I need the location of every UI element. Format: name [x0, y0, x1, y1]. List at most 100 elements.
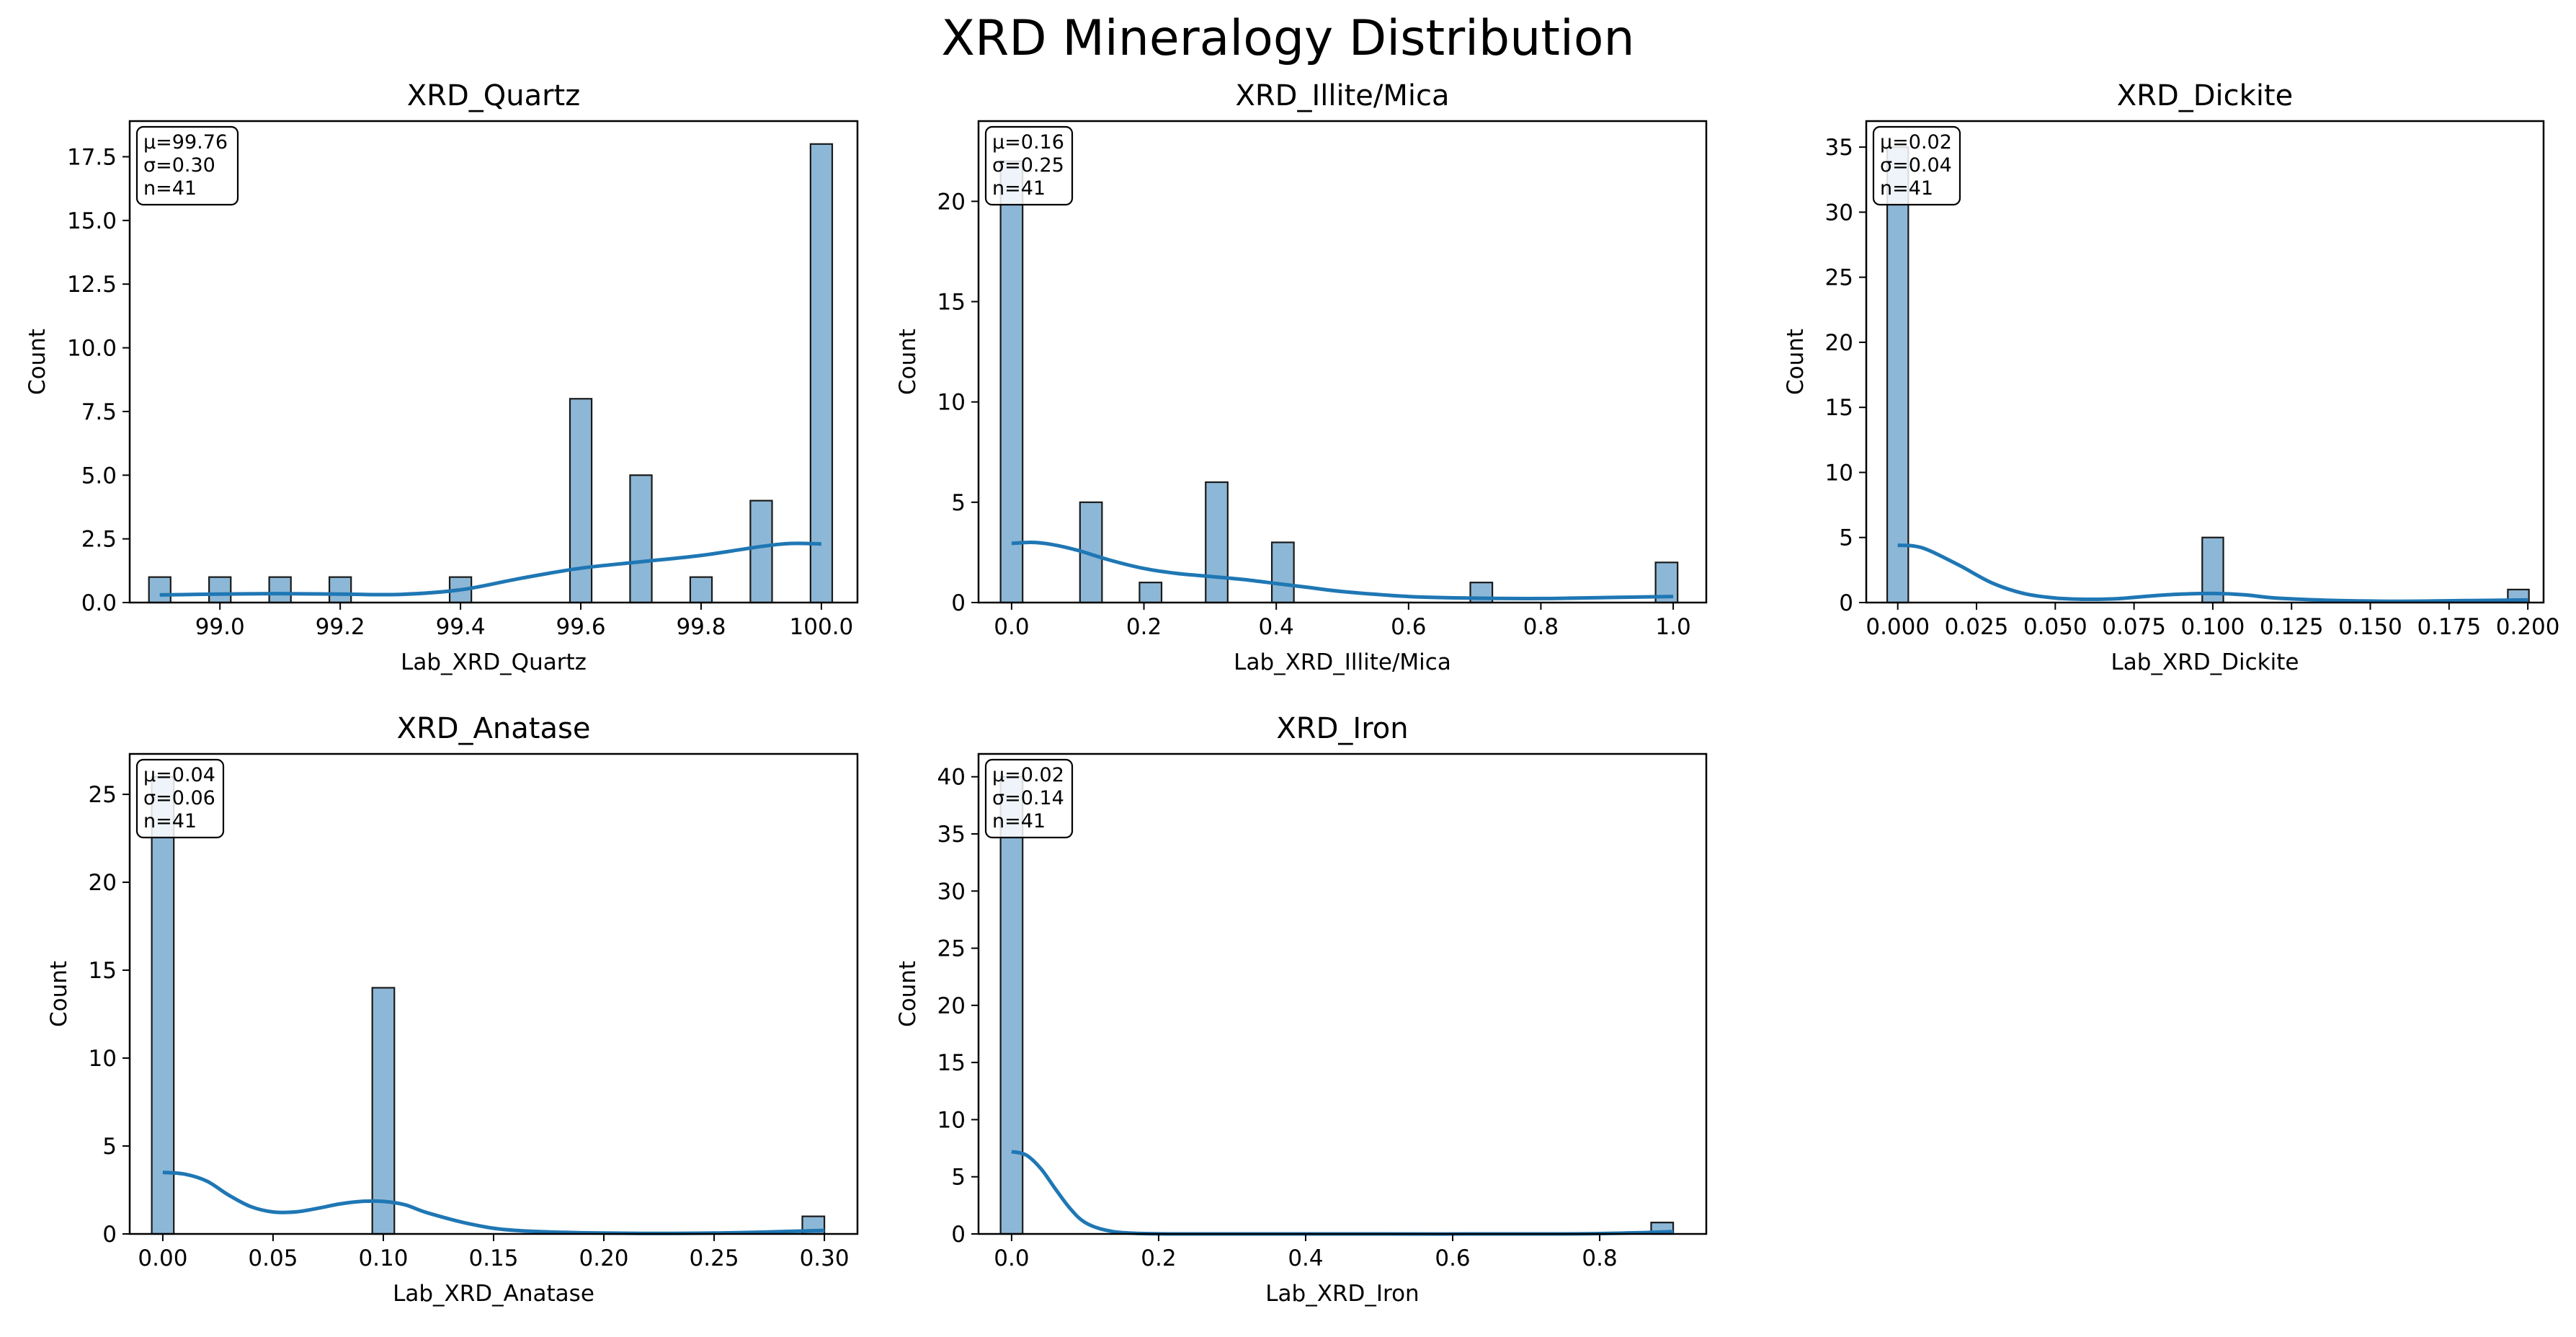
- y-tick-label: 30: [1825, 200, 1853, 226]
- y-tick-label: 10: [89, 1046, 117, 1072]
- x-tick-label: 0.8: [1582, 1245, 1617, 1271]
- x-tick-label: 99.2: [316, 614, 365, 640]
- subplot-title: XRD_Dickite: [2117, 79, 2293, 112]
- histogram-bar: [148, 576, 171, 604]
- y-tick-label: 35: [1825, 135, 1853, 161]
- stats-box: [1872, 125, 1961, 206]
- kde-curve: [162, 1171, 825, 1235]
- x-tick-label: 0.0: [994, 1245, 1029, 1271]
- axes-frame: [977, 752, 1708, 1235]
- y-tick-label: 5: [951, 490, 966, 516]
- histogram-bar: [999, 776, 1024, 1235]
- y-axis-label: Count: [46, 961, 72, 1027]
- subplot-4: 0.00 0.05 0.10 0.15 0.20 0.25 0.30 0 5 10 15 20 25 XR…: [46, 712, 859, 1307]
- y-tick-label: 15: [1825, 395, 1853, 421]
- y-tick-label: 17.5: [67, 144, 117, 170]
- histogram-bar: [1138, 582, 1163, 604]
- axes-frame: [128, 120, 859, 604]
- y-tick-label: 12.5: [67, 272, 117, 298]
- y-tick-label: 5: [1839, 525, 1853, 551]
- y-axis-label: Count: [895, 961, 921, 1027]
- x-tick-label: 0.05: [248, 1245, 298, 1271]
- stats-line: μ=0.16: [992, 131, 1064, 154]
- x-tick-label: 0.10: [358, 1245, 408, 1271]
- x-axis-label: Lab_XRD_Quartz: [401, 649, 587, 675]
- histogram-bar: [1886, 146, 1909, 604]
- axes-frame: [977, 120, 1708, 604]
- histogram-bar: [1270, 541, 1295, 604]
- x-axis-label: Lab_XRD_Iron: [1265, 1281, 1419, 1307]
- stats-line: σ=0.25: [992, 154, 1064, 177]
- stats-box: [984, 758, 1074, 839]
- stats-box: [135, 125, 239, 206]
- x-tick-label: 0.8: [1523, 614, 1559, 640]
- kde-curve: [1897, 543, 2528, 603]
- y-tick-label: 5.0: [81, 463, 117, 489]
- y-tick-label: 0: [102, 1222, 117, 1248]
- y-tick-label: 15.0: [67, 208, 117, 234]
- histogram-bar: [809, 143, 834, 604]
- x-tick-label: 0.050: [2023, 614, 2087, 640]
- kde-curve: [1011, 1150, 1674, 1236]
- histogram-bar: [749, 499, 773, 604]
- y-tick-label: 30: [937, 879, 966, 905]
- x-tick-label: 0.125: [2260, 614, 2324, 640]
- stats-line: σ=0.04: [1880, 154, 1952, 177]
- y-tick-label: 2.5: [81, 527, 117, 553]
- y-tick-label: 15: [89, 958, 117, 984]
- y-tick-label: 10: [937, 390, 966, 416]
- axes-frame: [128, 752, 859, 1235]
- x-tick-label: 0.075: [2102, 614, 2166, 640]
- subplot-3: 0.000 0.025 0.050 0.075 0.100 0.125 0.150 0.175…: [1783, 79, 2560, 675]
- stats-line: σ=0.30: [143, 154, 215, 177]
- stats-line: n=41: [143, 810, 197, 832]
- y-tick-label: 20: [1825, 330, 1853, 356]
- histogram-bar: [268, 576, 292, 604]
- y-axis-label: Count: [24, 329, 50, 395]
- stats-line: n=41: [992, 177, 1046, 200]
- y-tick-label: 15: [937, 290, 966, 316]
- kde-curve: [159, 541, 821, 597]
- y-tick-label: 35: [937, 822, 966, 848]
- stats-line: σ=0.06: [143, 787, 215, 809]
- x-tick-label: 0.200: [2496, 614, 2560, 640]
- y-axis-label: Count: [895, 329, 921, 395]
- y-tick-label: 25: [89, 782, 117, 808]
- x-tick-label: 0.025: [1945, 614, 2009, 640]
- y-tick-label: 20: [937, 993, 966, 1019]
- subplot-1: 99.0 99.2 99.4 99.6 99.8 100.0 0.0 2.5 5.0 7.5 10.…: [24, 79, 859, 675]
- histogram-bar: [569, 398, 593, 604]
- y-tick-label: 7.5: [81, 399, 117, 425]
- stats-line: n=41: [143, 177, 197, 200]
- subplot-title: XRD_Illite/Mica: [1235, 79, 1449, 112]
- subplot-title: XRD_Quartz: [407, 79, 580, 112]
- y-tick-label: 10: [1825, 460, 1853, 486]
- stats-line: μ=99.76: [143, 131, 228, 154]
- x-tick-label: 0.4: [1288, 1245, 1323, 1271]
- x-tick-label: 0.6: [1391, 614, 1426, 640]
- histogram-bar: [629, 474, 653, 604]
- x-tick-label: 0.2: [1141, 1245, 1176, 1271]
- x-tick-label: 0.15: [468, 1245, 518, 1271]
- subplot-title: XRD_Anatase: [397, 712, 591, 745]
- stats-line: σ=0.14: [992, 787, 1064, 809]
- histogram-bar: [999, 160, 1024, 604]
- x-tick-label: 99.0: [195, 614, 245, 640]
- x-tick-label: 99.6: [556, 614, 606, 640]
- y-tick-label: 5: [951, 1165, 966, 1191]
- y-tick-label: 25: [937, 936, 966, 962]
- y-tick-label: 15: [937, 1050, 966, 1076]
- x-tick-label: 0.30: [800, 1245, 850, 1271]
- histogram-bar: [208, 576, 232, 604]
- y-tick-label: 0: [951, 1222, 966, 1248]
- y-tick-label: 20: [89, 870, 117, 896]
- x-tick-label: 0.2: [1126, 614, 1162, 640]
- x-axis-label: Lab_XRD_Illite/Mica: [1234, 649, 1451, 675]
- figure-title: XRD Mineralogy Distribution: [941, 10, 1635, 67]
- subplot-5: 0.0 0.2 0.4 0.6 0.8 0 5 10 15 20 25 30 35 40 XRD_Iron L…: [895, 712, 1708, 1307]
- histogram-bar: [151, 776, 175, 1235]
- subplot-title: XRD_Iron: [1276, 712, 1408, 745]
- y-tick-label: 20: [937, 189, 966, 215]
- stats-line: n=41: [992, 810, 1046, 832]
